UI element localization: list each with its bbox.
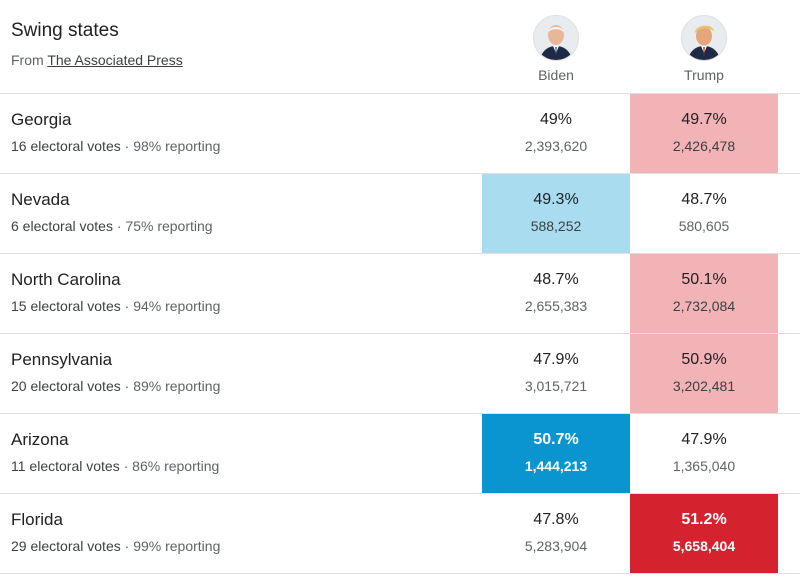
- reporting-status: 86% reporting: [132, 458, 220, 474]
- trump-percent: 51.2%: [681, 511, 727, 528]
- trump-result: 49.7% 2,426,478: [630, 94, 778, 173]
- state-row[interactable]: Arizona 11 electoral votes · 86% reporti…: [0, 413, 800, 493]
- trump-votes: 5,658,404: [672, 538, 736, 554]
- state-row[interactable]: Florida 29 electoral votes · 99% reporti…: [0, 493, 800, 574]
- meta-separator: ·: [120, 138, 134, 154]
- state-name: North Carolina: [11, 270, 121, 289]
- biden-result: 48.7% 2,655,383: [482, 254, 630, 333]
- biden-percent: 48.7%: [533, 271, 579, 288]
- trump-votes: 2,732,084: [672, 298, 736, 314]
- electoral-votes: 15 electoral votes: [11, 298, 121, 314]
- meta-separator: ·: [119, 458, 133, 474]
- biden-percent: 47.9%: [533, 351, 579, 368]
- reporting-status: 99% reporting: [133, 538, 221, 554]
- meta-separator: ·: [120, 298, 134, 314]
- biden-votes: 1,444,213: [524, 458, 588, 474]
- electoral-votes: 6 electoral votes: [11, 218, 113, 234]
- biden-votes: 5,283,904: [524, 538, 588, 554]
- trump-percent: 50.1%: [681, 271, 727, 288]
- biden-result: 49.3% 588,252: [482, 174, 630, 253]
- state-name: Georgia: [11, 110, 72, 129]
- page-title: Swing states: [11, 20, 119, 41]
- biden-result: 49% 2,393,620: [482, 94, 630, 173]
- source-line: From The Associated Press: [11, 52, 183, 68]
- reporting-status: 94% reporting: [133, 298, 221, 314]
- trump-result: 50.9% 3,202,481: [630, 334, 778, 413]
- candidate-trump[interactable]: Trump: [630, 15, 778, 83]
- results-header: Swing states From The Associated Press B…: [0, 0, 800, 93]
- biden-percent: 50.7%: [533, 431, 579, 448]
- reporting-status: 75% reporting: [125, 218, 213, 234]
- state-name: Arizona: [11, 430, 69, 449]
- trump-name: Trump: [684, 67, 724, 83]
- state-meta: 16 electoral votes · 98% reporting: [11, 138, 220, 154]
- state-meta: 6 electoral votes · 75% reporting: [11, 218, 213, 234]
- reporting-status: 89% reporting: [133, 378, 221, 394]
- biden-percent: 47.8%: [533, 511, 579, 528]
- state-row[interactable]: Pennsylvania 20 electoral votes · 89% re…: [0, 333, 800, 413]
- biden-votes: 588,252: [530, 218, 582, 234]
- trump-percent: 47.9%: [681, 431, 727, 448]
- biden-result: 47.8% 5,283,904: [482, 494, 630, 573]
- state-row[interactable]: Georgia 16 electoral votes · 98% reporti…: [0, 93, 800, 173]
- biden-percent: 49%: [539, 111, 573, 128]
- trump-result: 47.9% 1,365,040: [630, 414, 778, 493]
- state-name: Nevada: [11, 190, 70, 209]
- trump-avatar: [681, 15, 727, 61]
- state-meta: 29 electoral votes · 99% reporting: [11, 538, 220, 554]
- electoral-votes: 11 electoral votes: [11, 458, 120, 474]
- biden-avatar: [533, 15, 579, 61]
- meta-separator: ·: [112, 218, 126, 234]
- trump-votes: 2,426,478: [672, 138, 736, 154]
- state-meta: 15 electoral votes · 94% reporting: [11, 298, 220, 314]
- biden-votes: 2,393,620: [524, 138, 588, 154]
- meta-separator: ·: [120, 538, 134, 554]
- state-row[interactable]: Nevada 6 electoral votes · 75% reporting…: [0, 173, 800, 253]
- trump-percent: 49.7%: [681, 111, 727, 128]
- state-results-list: Georgia 16 electoral votes · 98% reporti…: [0, 93, 800, 574]
- biden-votes: 2,655,383: [524, 298, 588, 314]
- reporting-status: 98% reporting: [133, 138, 221, 154]
- state-row[interactable]: North Carolina 15 electoral votes · 94% …: [0, 253, 800, 333]
- biden-result: 50.7% 1,444,213: [482, 414, 630, 493]
- meta-separator: ·: [120, 378, 134, 394]
- biden-name: Biden: [538, 67, 574, 83]
- state-meta: 11 electoral votes · 86% reporting: [11, 458, 219, 474]
- trump-result: 51.2% 5,658,404: [630, 494, 778, 573]
- state-name: Pennsylvania: [11, 350, 113, 369]
- biden-votes: 3,015,721: [524, 378, 588, 394]
- trump-result: 48.7% 580,605: [630, 174, 778, 253]
- source-link[interactable]: The Associated Press: [47, 52, 183, 68]
- trump-votes: 580,605: [678, 218, 730, 234]
- biden-percent: 49.3%: [533, 191, 579, 208]
- candidate-biden[interactable]: Biden: [482, 15, 630, 83]
- biden-result: 47.9% 3,015,721: [482, 334, 630, 413]
- electoral-votes: 29 electoral votes: [11, 538, 121, 554]
- state-name: Florida: [11, 510, 63, 529]
- trump-votes: 3,202,481: [672, 378, 736, 394]
- source-prefix: From: [11, 52, 48, 68]
- trump-result: 50.1% 2,732,084: [630, 254, 778, 333]
- electoral-votes: 16 electoral votes: [11, 138, 121, 154]
- trump-percent: 48.7%: [681, 191, 727, 208]
- trump-percent: 50.9%: [681, 351, 727, 368]
- state-meta: 20 electoral votes · 89% reporting: [11, 378, 220, 394]
- trump-votes: 1,365,040: [672, 458, 736, 474]
- electoral-votes: 20 electoral votes: [11, 378, 121, 394]
